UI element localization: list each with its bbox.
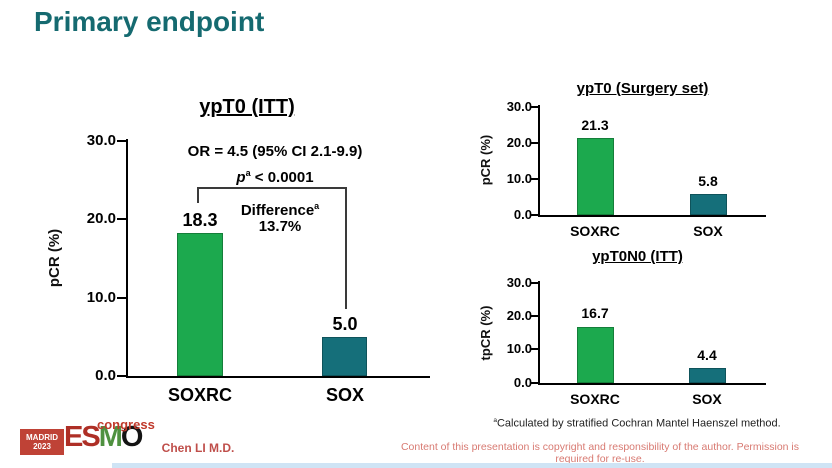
y-tick-label: 0.0 — [95, 367, 116, 384]
bracket-horizontal-line — [197, 187, 347, 189]
footnote-superscript: a — [493, 417, 497, 424]
bar-sox — [690, 194, 727, 215]
page-title: Primary endpoint — [34, 6, 265, 37]
x-category-label: SOX — [325, 385, 364, 405]
y-tick-label: 30.0 — [506, 99, 532, 114]
y-tick-label: 0.0 — [513, 375, 532, 390]
y-tick-mark — [531, 214, 538, 216]
y-axis-label: tpCR (%) — [478, 305, 493, 361]
difference-label: Differencea — [240, 201, 320, 219]
y-tick-mark — [531, 142, 538, 144]
copyright-notice: Content of this presentation is copyrigh… — [400, 441, 800, 465]
y-tick-label: 20.0 — [506, 135, 532, 150]
y-tick-label: 20.0 — [86, 210, 116, 227]
x-axis-line — [538, 215, 766, 217]
y-tick-mark — [531, 106, 538, 108]
y-axis-line — [538, 281, 540, 385]
y-tick-mark — [117, 297, 126, 299]
y-tick-mark — [531, 282, 538, 284]
y-tick-mark — [117, 218, 126, 220]
y-tick-mark — [531, 315, 538, 317]
y-tick-mark — [117, 375, 126, 377]
y-tick-mark — [531, 348, 538, 350]
y-tick-label: 0.0 — [513, 207, 532, 222]
y-tick-label: 10.0 — [86, 289, 116, 306]
bar-value-label: 21.3 — [581, 117, 609, 133]
bar-soxrc — [177, 233, 223, 376]
bar-value-label: 4.4 — [697, 347, 717, 363]
y-axis-line — [126, 139, 128, 378]
x-category-label: SOX — [692, 391, 722, 407]
chart-title: ypT0N0 (ITT) — [592, 248, 683, 265]
footnote: aCalculated by stratified Cochran Mantel… — [493, 417, 781, 430]
x-axis-line — [538, 383, 766, 385]
presenter-name: Chen LI M.D. — [161, 441, 235, 455]
bar-soxrc — [577, 138, 614, 215]
p-symbol: p — [236, 169, 246, 186]
bar-soxrc — [577, 327, 614, 383]
bar-value-label: 5.0 — [332, 314, 358, 334]
x-category-label: SOXRC — [570, 391, 620, 407]
x-category-label: SOX — [693, 223, 723, 239]
p-threshold: < 0.0001 — [250, 169, 314, 186]
x-category-label: SOXRC — [167, 385, 232, 405]
y-tick-mark — [117, 140, 126, 142]
x-category-label: SOXRC — [570, 223, 620, 239]
y-tick-mark — [531, 382, 538, 384]
y-tick-label: 10.0 — [506, 171, 532, 186]
y-tick-label: 30.0 — [86, 132, 116, 149]
p-value-text: pa < 0.0001 — [150, 163, 400, 188]
bottom-blue-strip — [112, 463, 832, 468]
y-tick-mark — [531, 178, 538, 180]
bar-sox — [689, 368, 726, 383]
odds-ratio-text: OR = 4.5 (95% CI 2.1-9.9) — [187, 143, 363, 160]
chart-title: ypT0 (Surgery set) — [576, 80, 709, 97]
y-axis-line — [538, 105, 540, 217]
bracket-left-leg — [197, 187, 199, 203]
y-tick-label: 20.0 — [506, 308, 532, 323]
bar-value-label: 16.7 — [581, 305, 609, 321]
congress-label: congress — [97, 417, 155, 432]
logo-city: MADRID — [26, 433, 58, 442]
y-axis-label: pCR (%) — [46, 228, 63, 288]
x-axis-line — [126, 376, 430, 378]
esmo-wordmark: ESMO — [64, 421, 143, 453]
bracket-right-leg — [345, 187, 347, 309]
madrid-2023-badge: MADRID 2023 — [20, 429, 64, 455]
bar-sox — [322, 337, 367, 376]
y-tick-label: 10.0 — [506, 341, 532, 356]
y-tick-label: 30.0 — [506, 275, 532, 290]
chart-title: ypT0 (ITT) — [199, 96, 295, 118]
difference-superscript: a — [314, 201, 320, 211]
bar-value-label: 5.8 — [698, 173, 718, 189]
bar-value-label: 18.3 — [182, 210, 218, 230]
logo-year: 2023 — [33, 442, 51, 451]
p-superscript: a — [245, 168, 251, 178]
y-axis-label: pCR (%) — [478, 134, 493, 186]
difference-value: 13.7% — [258, 218, 302, 235]
